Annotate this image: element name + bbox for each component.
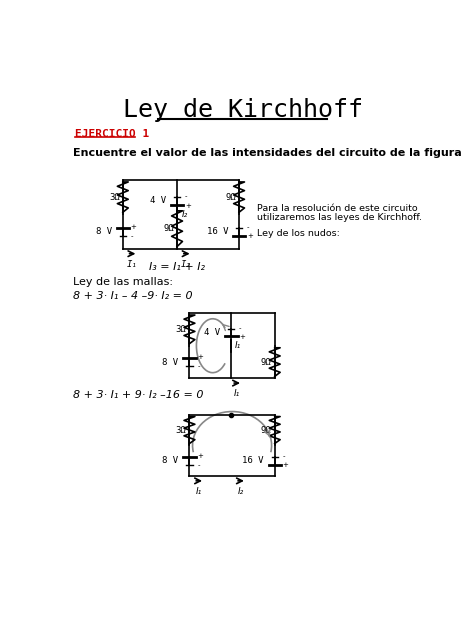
Text: 8 + 3· I₁ + 9· I₂ –16 = 0: 8 + 3· I₁ + 9· I₂ –16 = 0 (73, 391, 204, 401)
Text: +: + (283, 463, 288, 468)
Text: -: - (185, 193, 187, 199)
Text: I₁: I₁ (235, 341, 241, 350)
Text: +: + (185, 203, 191, 209)
Text: 3Ω: 3Ω (175, 425, 186, 435)
Text: -: - (197, 463, 200, 468)
Text: -: - (247, 224, 249, 230)
Text: 3Ω: 3Ω (175, 325, 186, 334)
Text: I₁: I₁ (234, 389, 240, 398)
Text: +: + (197, 453, 203, 459)
Text: -: - (283, 453, 285, 459)
Text: Para la resolución de este circuito: Para la resolución de este circuito (257, 204, 418, 213)
Text: 16 V: 16 V (207, 228, 228, 236)
Text: utilizaremos las leyes de Kirchhoff.: utilizaremos las leyes de Kirchhoff. (257, 213, 422, 222)
Text: 16 V: 16 V (242, 456, 264, 465)
Text: 9Ω: 9Ω (261, 425, 272, 435)
Text: I₁: I₁ (196, 487, 202, 496)
Text: I₂: I₂ (237, 487, 244, 496)
Text: 9Ω: 9Ω (163, 224, 174, 233)
Text: 9Ω: 9Ω (261, 358, 272, 367)
Text: 4 V: 4 V (204, 328, 220, 337)
Text: 4 V: 4 V (150, 197, 166, 205)
Text: 8 V: 8 V (163, 456, 179, 465)
Text: 9Ω: 9Ω (225, 193, 236, 202)
Text: -: - (197, 363, 200, 370)
Text: 8 + 3· I₁ – 4 –9· I₂ = 0: 8 + 3· I₁ – 4 –9· I₂ = 0 (73, 291, 193, 301)
Text: 3Ω: 3Ω (109, 193, 120, 202)
Text: I₂: I₂ (181, 260, 191, 269)
Text: 8 V: 8 V (96, 228, 112, 236)
Text: +: + (197, 355, 203, 360)
Text: EJERCICIO 1: EJERCICIO 1 (75, 130, 149, 140)
Text: Ley de Kirchhoff: Ley de Kirchhoff (123, 99, 363, 123)
Text: Ley de las mallas:: Ley de las mallas: (73, 277, 173, 287)
Text: +: + (130, 224, 137, 230)
Text: +: + (239, 334, 245, 340)
Text: Ley de los nudos:: Ley de los nudos: (257, 229, 340, 238)
Text: +: + (247, 233, 253, 240)
Text: -: - (239, 325, 242, 331)
Text: I₁: I₁ (127, 260, 137, 269)
Text: Encuentre el valor de las intensidades del circuito de la figura: Encuentre el valor de las intensidades d… (73, 148, 462, 158)
Text: I₃ = I₁ + I₂: I₃ = I₁ + I₂ (149, 262, 205, 272)
Text: -: - (130, 233, 133, 240)
Text: I₂: I₂ (182, 210, 188, 219)
Text: 8 V: 8 V (163, 358, 179, 367)
